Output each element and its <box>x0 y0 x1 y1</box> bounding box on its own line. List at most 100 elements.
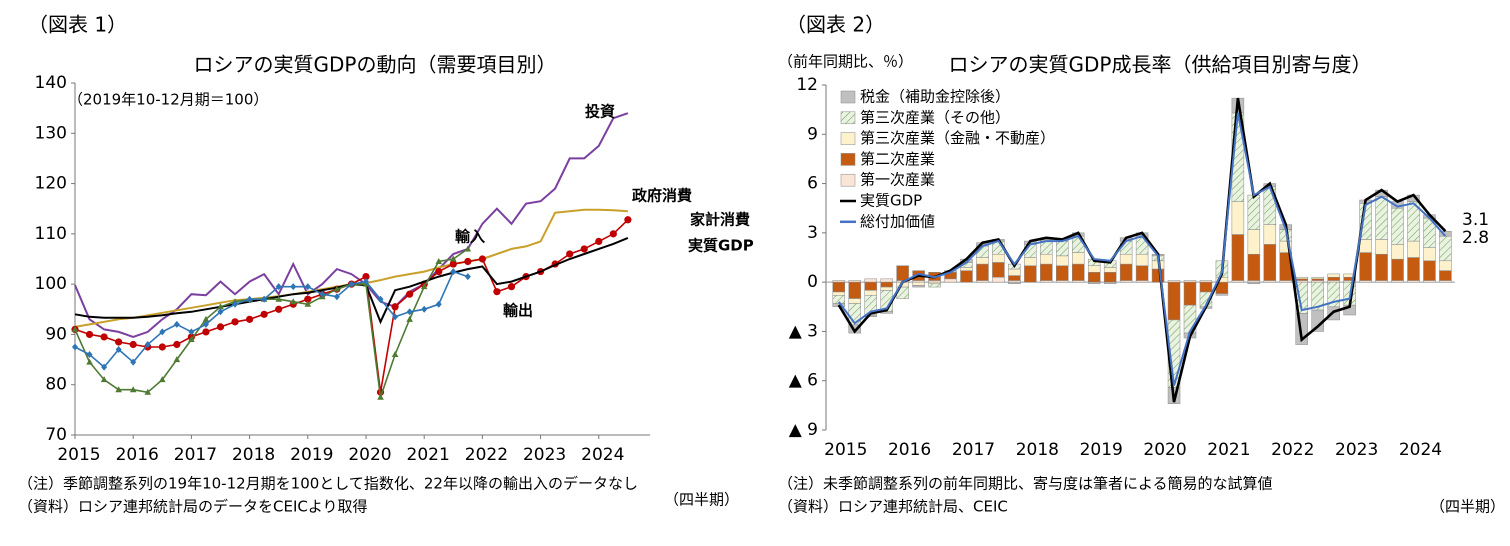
marker <box>450 268 457 276</box>
bar-segment <box>1024 265 1037 283</box>
y-unit: （前年同期比、％） <box>778 53 913 71</box>
series-line <box>74 219 629 393</box>
bar-segment <box>976 257 989 265</box>
y-tick-label: ▲ 9 <box>789 420 818 440</box>
bar-segment <box>1295 313 1308 345</box>
y-tick-label: 130 <box>35 123 67 143</box>
bar-segment <box>1327 276 1340 281</box>
marker <box>85 330 94 339</box>
bar-segment <box>1247 281 1261 285</box>
marker <box>260 310 268 318</box>
marker <box>449 260 457 268</box>
bar-segment <box>1072 263 1085 281</box>
chart-title: ロシアの実質GDP成長率（供給項目別寄与度） <box>949 53 1372 77</box>
series-line <box>74 236 629 325</box>
marker <box>391 351 399 358</box>
bar-segment <box>1087 281 1101 285</box>
bar-segment <box>1439 230 1452 237</box>
x-tick-label: 2023 <box>1335 440 1378 460</box>
legend-swatch <box>840 173 856 187</box>
x-tick-label: 2024 <box>1399 440 1442 460</box>
marker <box>406 308 413 316</box>
bar-segment <box>1119 263 1133 281</box>
marker <box>580 245 588 253</box>
bar-segment <box>928 283 941 288</box>
x-tick-label: 2023 <box>523 445 566 465</box>
series-line <box>74 112 629 338</box>
bar-segment <box>848 281 861 299</box>
bar-segment <box>880 286 893 291</box>
y-tick-label: 9 <box>807 124 818 144</box>
marker <box>173 356 181 363</box>
y-tick-label: 120 <box>35 174 67 194</box>
bar-segment <box>1295 276 1308 280</box>
marker <box>333 285 341 292</box>
x-tick-label: 2016 <box>116 445 159 465</box>
marker <box>101 363 108 371</box>
series-label: 輸入 <box>455 228 485 246</box>
bar-segment <box>1056 255 1069 266</box>
y-tick-label: 100 <box>35 274 67 294</box>
bar-segment <box>1008 275 1021 281</box>
bar-segment <box>1311 276 1324 280</box>
marker <box>216 323 225 331</box>
bar-segment <box>1263 224 1277 245</box>
legend-swatch <box>840 153 856 166</box>
figure-label: （図表 1） <box>28 13 127 37</box>
bar-segment <box>1247 229 1261 255</box>
legend-label: 第三次産業（金融・不動産） <box>860 129 1055 147</box>
bar-segment <box>896 265 909 281</box>
series-label: 実質GDP <box>688 237 754 255</box>
note: （資料）ロシア連邦統計局のデータをCEICより取得 <box>18 498 368 516</box>
bar-segment <box>1183 281 1197 306</box>
bar-segment <box>1135 265 1149 281</box>
bar-segment <box>992 262 1005 278</box>
marker <box>377 393 384 400</box>
series-line <box>74 248 469 398</box>
marker <box>435 258 443 265</box>
x-tick-label: 2020 <box>348 445 391 465</box>
marker <box>609 230 617 238</box>
y-tick-label: 110 <box>35 224 67 244</box>
marker <box>217 308 224 316</box>
marker <box>290 283 297 291</box>
x-tick-label: 2020 <box>1143 440 1186 460</box>
marker <box>158 376 166 383</box>
bar-segment <box>832 291 846 296</box>
y-tick-label: ▲ 3 <box>789 321 818 341</box>
marker <box>232 300 239 308</box>
x-tick-label: 2022 <box>1271 440 1314 460</box>
marker <box>348 280 355 288</box>
y-tick-label: ▲ 6 <box>789 371 818 391</box>
series-label: 政府消費 <box>632 187 692 205</box>
bar-segment <box>1375 239 1388 255</box>
y-tick-label: 12 <box>796 75 818 95</box>
marker <box>188 335 195 342</box>
bar-segment <box>1056 240 1069 257</box>
bar-segment <box>1327 273 1340 278</box>
marker <box>115 346 122 354</box>
bar-segment <box>1423 260 1436 281</box>
marker <box>566 250 574 258</box>
marker <box>362 273 370 281</box>
marker <box>595 237 603 245</box>
bar-segment <box>944 278 957 283</box>
chart-title: ロシアの実質GDPの動向（需要項目別） <box>194 53 557 77</box>
marker <box>129 340 137 349</box>
bar-segment <box>1439 270 1452 281</box>
x-tick-label: 2018 <box>232 445 275 465</box>
bar-segment <box>1119 253 1133 265</box>
bar-segment <box>1407 240 1420 258</box>
marker <box>231 318 239 326</box>
bar-segment <box>960 270 973 283</box>
x-tick-label: 2021 <box>407 445 450 465</box>
bar-segment <box>1391 244 1404 260</box>
marker <box>392 313 399 321</box>
bar-segment <box>976 263 989 281</box>
x-unit: （四半期） <box>664 491 739 509</box>
bar-segment <box>1311 309 1324 332</box>
marker <box>406 290 414 298</box>
bar-segment <box>1040 253 1053 265</box>
series-line <box>74 270 469 369</box>
legend-label: 第三次産業（その他） <box>860 108 1010 126</box>
